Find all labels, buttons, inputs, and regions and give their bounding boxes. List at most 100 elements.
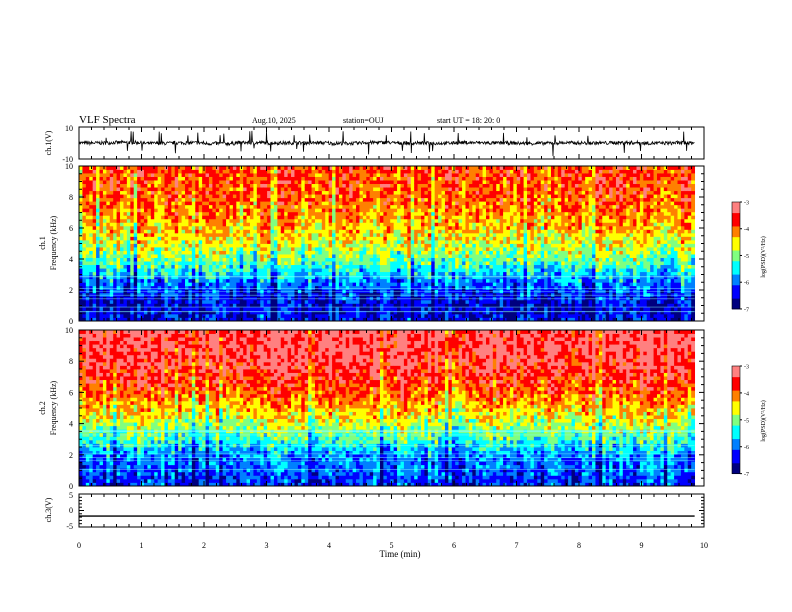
spectrogram-cell xyxy=(127,282,131,286)
spectrogram-cell xyxy=(349,222,353,226)
spectrogram-cell xyxy=(171,296,175,300)
spectrogram-cell xyxy=(137,261,141,265)
spectrogram-cell xyxy=(390,286,394,290)
spectrogram-cell xyxy=(229,212,233,216)
spectrogram-cell xyxy=(431,300,435,304)
spectrogram-cell xyxy=(414,247,418,251)
spectrogram-cell xyxy=(130,251,134,255)
spectrogram-cell xyxy=(394,289,398,293)
spectrogram-cell xyxy=(281,272,285,276)
spectrogram-cell xyxy=(202,222,206,226)
spectrogram-cell xyxy=(120,236,124,240)
spectrogram-cell xyxy=(182,303,186,307)
spectrogram-cell xyxy=(161,173,165,177)
spectrogram-cell xyxy=(86,310,90,314)
spectrogram-cell xyxy=(394,261,398,265)
spectrogram-cell xyxy=(147,198,151,202)
spectrogram-cell xyxy=(404,215,408,219)
spectrogram-cell xyxy=(380,247,384,251)
spectrogram-cell xyxy=(312,180,316,184)
spectrogram-cell xyxy=(342,184,346,188)
spectrogram-cell xyxy=(96,261,100,265)
spectrogram-cell xyxy=(209,180,213,184)
spectrogram-cell xyxy=(151,215,155,219)
spectrogram-cell xyxy=(312,289,316,293)
spectrogram-cell xyxy=(284,303,288,307)
spectrogram-cell xyxy=(130,282,134,286)
spectrogram-cell xyxy=(144,265,148,269)
spectrogram-cell xyxy=(226,222,230,226)
spectrogram-cell xyxy=(137,205,141,209)
spectrogram-cell xyxy=(452,289,456,293)
spectrogram-cell xyxy=(370,205,374,209)
spectrogram-cell xyxy=(219,236,223,240)
spectrogram-cell xyxy=(301,279,305,283)
spectrogram-cell xyxy=(438,233,442,237)
spectrogram-cell xyxy=(346,254,350,258)
spectrogram-cell xyxy=(93,268,97,272)
spectrogram-cell xyxy=(373,247,377,251)
spectrogram-cell xyxy=(291,222,295,226)
spectrogram-cell xyxy=(332,300,336,304)
spectrogram-cell xyxy=(431,236,435,240)
spectrogram-cell xyxy=(424,279,428,283)
spectrogram-cell xyxy=(353,226,357,230)
spectrogram-cell xyxy=(442,177,446,181)
spectrogram-cell xyxy=(175,215,179,219)
spectrogram-cell xyxy=(240,258,244,262)
spectrogram-cell xyxy=(158,258,162,262)
spectrogram-cell xyxy=(120,286,124,290)
spectrogram-cell xyxy=(308,303,312,307)
spectrogram-cell xyxy=(165,307,169,311)
spectrogram-cell xyxy=(178,219,182,223)
spectrogram-cell xyxy=(284,293,288,297)
spectrogram-cell xyxy=(130,296,134,300)
spectrogram-cell xyxy=(438,215,442,219)
spectrogram-cell xyxy=(209,198,213,202)
spectrogram-cell xyxy=(322,222,326,226)
spectrogram-cell xyxy=(428,180,432,184)
spectrogram-cell xyxy=(387,261,391,265)
spectrogram-cell xyxy=(209,307,213,311)
spectrogram-cell xyxy=(291,251,295,255)
spectrogram-cell xyxy=(236,166,240,170)
spectrogram-cell xyxy=(223,258,227,262)
spectrogram-cell xyxy=(250,258,254,262)
spectrogram-cell xyxy=(178,198,182,202)
spectrogram-cell xyxy=(219,282,223,286)
spectrogram-cell xyxy=(178,258,182,262)
spectrogram-cell xyxy=(373,314,377,318)
spectrogram-cell xyxy=(229,296,233,300)
spectrogram-cell xyxy=(253,180,257,184)
ch1-ytick-top: 10 xyxy=(65,124,73,133)
spectrogram-cell xyxy=(346,300,350,304)
spectrogram-cell xyxy=(219,296,223,300)
spectrogram-cell xyxy=(185,272,189,276)
spectrogram-cell xyxy=(421,296,425,300)
spectrogram-cell xyxy=(171,247,175,251)
spectrogram-cell xyxy=(366,236,370,240)
spectrogram-cell xyxy=(383,212,387,216)
spectrogram-cell xyxy=(377,282,381,286)
spectrogram-cell xyxy=(455,222,459,226)
spectrogram-cell xyxy=(274,240,278,244)
spectrogram-cell xyxy=(151,251,155,255)
spectrogram-cell xyxy=(240,212,244,216)
spectrogram-cell xyxy=(424,222,428,226)
spectrogram-cell xyxy=(356,173,360,177)
spectrogram-cell xyxy=(100,293,104,297)
spectrogram-cell xyxy=(178,314,182,318)
spectrogram-cell xyxy=(404,191,408,195)
spectrogram-cell xyxy=(202,296,206,300)
spectrogram-cell xyxy=(349,296,353,300)
spectrogram-cell xyxy=(79,236,83,240)
spectrogram-cell xyxy=(394,303,398,307)
spectrogram-cell xyxy=(370,254,374,258)
spectrogram-cell xyxy=(206,254,210,258)
spectrogram-cell xyxy=(206,279,210,283)
spectrogram-cell xyxy=(154,303,158,307)
spectrogram-cell xyxy=(168,314,172,318)
spectrogram-cell xyxy=(175,240,179,244)
spectrogram-cell xyxy=(253,265,257,269)
spectrogram-cell xyxy=(144,177,148,181)
